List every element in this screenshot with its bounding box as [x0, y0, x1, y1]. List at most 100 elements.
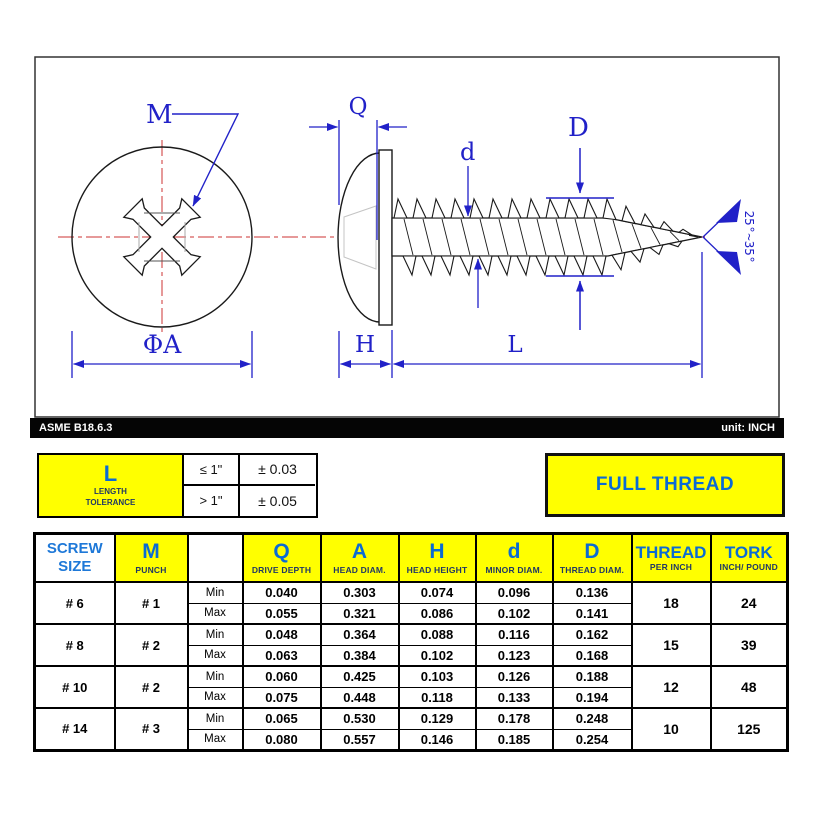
threaded-shank	[391, 197, 703, 277]
cell-value: 0.074	[397, 581, 477, 604]
dim-phi-a	[71, 331, 253, 378]
screw-spec-table: SCREW SIZE M PUNCH Q DRIVE DEPTH A HEAD …	[33, 532, 789, 752]
table-row: # 6 # 1 Min 0.040 0.303 0.074 0.096 0.13…	[33, 581, 789, 625]
cell-thread: 10	[630, 707, 712, 751]
dim-label-m: M	[146, 100, 173, 130]
cell-punch: # 3	[113, 707, 189, 751]
dim-d-minor-arrows	[464, 166, 482, 308]
cell-value: 0.102	[474, 602, 554, 625]
tolerance-value-1: ± 0.03	[238, 455, 315, 486]
cell-value: 0.060	[241, 665, 322, 688]
head-flange	[378, 149, 393, 326]
cell-minmax: Max	[186, 728, 244, 751]
cell-value: 0.303	[319, 581, 400, 604]
cell-value: 0.075	[241, 686, 322, 709]
cell-value: 0.048	[241, 623, 322, 646]
cell-value: 0.129	[397, 707, 477, 730]
table-row: # 8 # 2 Min 0.048 0.364 0.088 0.116 0.16…	[33, 623, 789, 667]
cell-value: 0.194	[551, 686, 633, 709]
cell-value: 0.116	[474, 623, 554, 646]
cell-minmax: Max	[186, 644, 244, 667]
cell-tork: 39	[709, 623, 789, 667]
cell-thread: 18	[630, 581, 712, 625]
dim-l	[393, 252, 703, 378]
head-top-view-circle	[71, 146, 253, 328]
cell-value: 0.136	[551, 581, 633, 604]
cell-minmax: Min	[186, 581, 244, 604]
col-header-screw-size: SCREW SIZE	[33, 532, 116, 583]
dim-label-l: L	[507, 332, 522, 358]
cell-minmax: Min	[186, 623, 244, 646]
col-header-d-minor: d MINOR DIAM.	[474, 532, 554, 583]
cell-value: 0.040	[241, 581, 322, 604]
drawing-frame	[34, 56, 780, 418]
col-header-a: A HEAD DIAM.	[319, 532, 400, 583]
cell-value: 0.425	[319, 665, 400, 688]
cell-size: # 6	[33, 581, 116, 625]
tolerance-symbol-cell: L LENGTH TOLERANCE	[39, 455, 182, 516]
cell-value: 0.185	[474, 728, 554, 751]
tolerance-caption: LENGTH TOLERANCE	[85, 487, 136, 507]
col-header-tork: TORK INCH/ POUND	[709, 532, 789, 583]
cell-value: 0.055	[241, 602, 322, 625]
m-leader-line	[172, 113, 240, 207]
table-row: # 14 # 3 Min 0.065 0.530 0.129 0.178 0.2…	[33, 707, 789, 751]
cell-size: # 8	[33, 623, 116, 667]
cell-minmax: Max	[186, 686, 244, 709]
cell-value: 0.530	[319, 707, 400, 730]
cell-value: 0.162	[551, 623, 633, 646]
cell-value: 0.102	[397, 644, 477, 667]
col-header-d-major: D THREAD DIAM.	[551, 532, 633, 583]
cell-value: 0.364	[319, 623, 400, 646]
tolerance-condition-2: > 1"	[182, 485, 238, 516]
col-header-minmax	[186, 532, 244, 583]
length-tolerance-box: L LENGTH TOLERANCE ≤ 1" ± 0.03 > 1" ± 0.…	[37, 453, 318, 518]
cell-value: 0.321	[319, 602, 400, 625]
phillips-recess-depth-lines	[138, 212, 186, 262]
table-row: Max 0.080 0.557 0.146 0.185 0.254	[35, 728, 788, 751]
cell-punch: # 1	[113, 581, 189, 625]
cell-value: 0.141	[551, 602, 633, 625]
col-header-m-punch: M PUNCH	[113, 532, 189, 583]
cell-thread: 15	[630, 623, 712, 667]
cell-value: 0.096	[474, 581, 554, 604]
unit-label: unit: INCH	[721, 422, 775, 434]
cell-value: 0.080	[241, 728, 322, 751]
cell-value: 0.178	[474, 707, 554, 730]
point-angle	[702, 199, 741, 275]
cell-size: # 14	[33, 707, 116, 751]
cell-value: 0.168	[551, 644, 633, 667]
cell-value: 0.133	[474, 686, 554, 709]
tolerance-condition-1: ≤ 1"	[182, 455, 238, 486]
cell-minmax: Max	[186, 602, 244, 625]
dim-d-major-arrows	[546, 148, 614, 330]
cell-value: 0.118	[397, 686, 477, 709]
screw-technical-drawing: M ΦA Q H L d D	[34, 56, 780, 418]
cell-minmax: Min	[186, 665, 244, 688]
cell-punch: # 2	[113, 623, 189, 667]
cell-value: 0.123	[474, 644, 554, 667]
cell-value: 0.188	[551, 665, 633, 688]
head-side-dome	[337, 152, 381, 323]
cell-minmax: Min	[186, 707, 244, 730]
dim-label-d-minor: d	[460, 138, 475, 166]
cell-thread: 12	[630, 665, 712, 709]
cell-value: 0.086	[397, 602, 477, 625]
cell-value: 0.448	[319, 686, 400, 709]
cell-value: 0.063	[241, 644, 322, 667]
cell-value: 0.248	[551, 707, 633, 730]
dim-q	[309, 120, 407, 240]
cell-size: # 10	[33, 665, 116, 709]
tolerance-symbol: L	[103, 461, 118, 487]
dim-h	[338, 330, 393, 378]
cell-tork: 48	[709, 665, 789, 709]
cell-value: 0.088	[397, 623, 477, 646]
cell-tork: 24	[709, 581, 789, 625]
cell-value: 0.103	[397, 665, 477, 688]
dim-label-h: H	[355, 332, 375, 358]
cell-value: 0.384	[319, 644, 400, 667]
table-row: Max 0.075 0.448 0.118 0.133 0.194	[35, 686, 788, 709]
dim-label-phi-a: ΦA	[143, 330, 182, 359]
recess-cone	[343, 205, 377, 270]
cell-value: 0.065	[241, 707, 322, 730]
